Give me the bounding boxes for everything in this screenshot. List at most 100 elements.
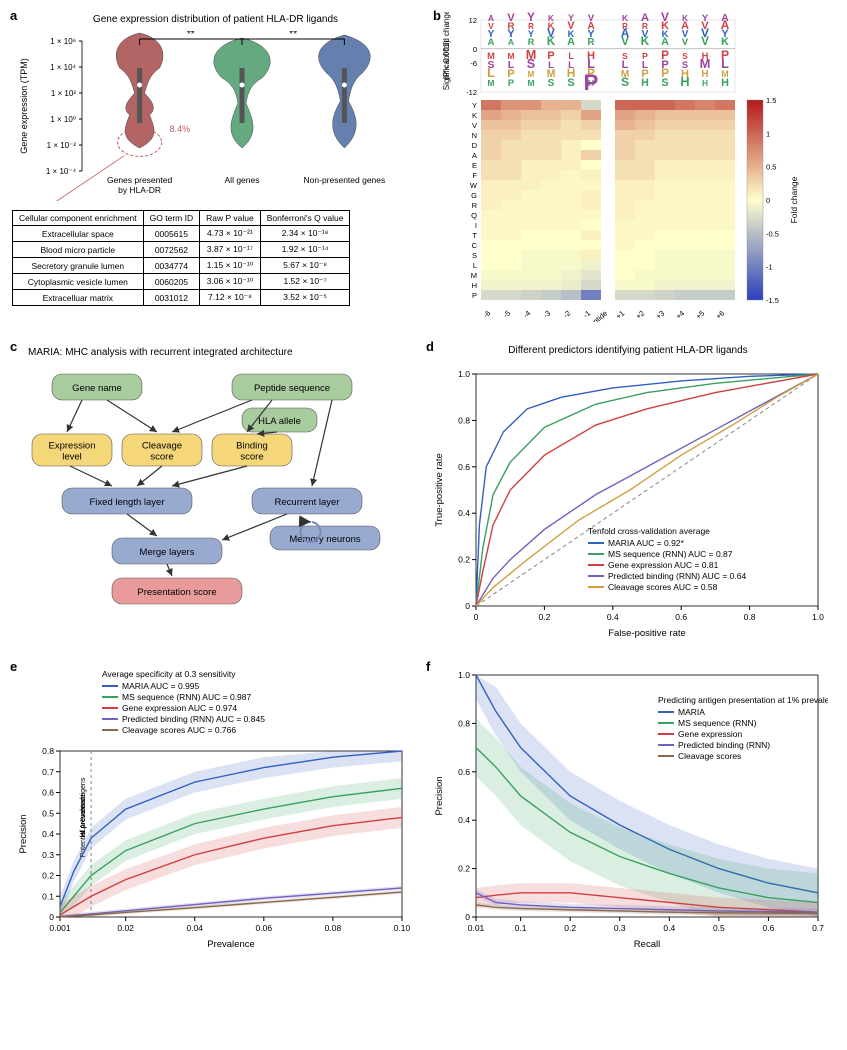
svg-text:8.4%: 8.4% — [170, 124, 191, 134]
svg-text:0.10: 0.10 — [394, 923, 411, 933]
svg-text:Y: Y — [472, 101, 477, 110]
svg-text:0.4: 0.4 — [42, 829, 54, 839]
svg-text:+1: +1 — [614, 309, 626, 321]
svg-text:0: 0 — [49, 912, 54, 922]
svg-text:All genes: All genes — [225, 175, 260, 185]
panel-b-label: b — [433, 8, 441, 23]
svg-text:I: I — [475, 221, 477, 230]
svg-text:1 × 10⁴: 1 × 10⁴ — [50, 63, 76, 72]
svg-text:S: S — [621, 75, 629, 89]
svg-text:0.2: 0.2 — [538, 612, 550, 622]
svg-text:False-positive rate: False-positive rate — [608, 628, 686, 639]
svg-text:1: 1 — [766, 129, 770, 138]
svg-text:Y: Y — [568, 13, 574, 23]
svg-text:**: ** — [187, 31, 195, 40]
svg-text:Cleavage scores AUC = 0.58: Cleavage scores AUC = 0.58 — [608, 582, 718, 592]
svg-text:H: H — [641, 77, 649, 89]
heatmap-plot: 120-6-12AYVAMSLMAYRVMLPPRYRYMSMMKVKKPLMS… — [435, 12, 835, 322]
svg-text:-5: -5 — [501, 309, 512, 320]
svg-text:0.4: 0.4 — [607, 612, 619, 622]
svg-text:-1.5: -1.5 — [766, 296, 779, 305]
svg-text:Cleavage: Cleavage — [142, 441, 182, 452]
panel-f-label: f — [426, 659, 430, 674]
svg-text:0.06: 0.06 — [256, 923, 273, 933]
svg-text:0: 0 — [766, 196, 770, 205]
svg-text:V: V — [661, 12, 669, 24]
svg-text:V: V — [507, 12, 515, 24]
svg-text:F: F — [472, 171, 477, 180]
svg-text:0.6: 0.6 — [42, 788, 54, 798]
svg-text:A: A — [641, 12, 649, 24]
panel-a-label: a — [10, 8, 17, 23]
svg-text:H: H — [702, 78, 708, 88]
svg-text:MS sequence (RNN) AUC = 0.987: MS sequence (RNN) AUC = 0.987 — [122, 692, 251, 702]
svg-text:Merge layers: Merge layers — [140, 547, 195, 558]
svg-text:Y: Y — [527, 12, 535, 24]
svg-text:0: 0 — [465, 601, 470, 611]
svg-text:M: M — [488, 78, 495, 88]
svg-text:K: K — [622, 13, 629, 23]
svg-text:P: P — [508, 78, 514, 88]
svg-text:Cleavage scores AUC = 0.766: Cleavage scores AUC = 0.766 — [122, 725, 236, 735]
svg-text:0.3: 0.3 — [614, 923, 626, 933]
panel-a: a Gene expression distribution of patien… — [12, 12, 419, 325]
svg-text:S: S — [567, 77, 574, 89]
svg-text:Tenfold cross-validation avera: Tenfold cross-validation average — [588, 526, 710, 536]
svg-text:MS sequence (RNN): MS sequence (RNN) — [678, 718, 757, 728]
svg-text:V: V — [472, 121, 477, 130]
svg-text:0.4: 0.4 — [663, 923, 675, 933]
svg-text:Gene expression: Gene expression — [678, 729, 743, 739]
svg-text:A: A — [721, 13, 729, 24]
svg-text:12: 12 — [469, 16, 477, 25]
svg-text:-6: -6 — [470, 59, 477, 68]
svg-text:-6: -6 — [481, 309, 492, 320]
svg-text:Predicted binding (RNN) AUC =: Predicted binding (RNN) AUC = 0.845 — [122, 714, 265, 724]
svg-text:Recurrent layer: Recurrent layer — [275, 497, 340, 508]
svg-text:A: A — [488, 13, 494, 23]
svg-text:0.01: 0.01 — [468, 923, 485, 933]
svg-text:N: N — [472, 131, 477, 140]
svg-text:0.2: 0.2 — [458, 864, 470, 874]
violin-plot: 1 × 10⁻⁴1 × 10⁻²1 × 10⁰1 × 10²1 × 10⁴1 ×… — [12, 31, 412, 201]
svg-text:level: level — [62, 452, 82, 463]
svg-text:**: ** — [289, 31, 297, 40]
svg-text:H: H — [472, 281, 477, 290]
svg-text:H: H — [680, 74, 689, 89]
svg-text:Non-presented genes: Non-presented genes — [304, 175, 386, 185]
panel-c-title: MARIA: MHC analysis with recurrent integ… — [28, 347, 412, 358]
svg-text:P: P — [472, 291, 477, 300]
svg-text:W: W — [470, 181, 478, 190]
svg-text:R: R — [622, 22, 628, 31]
svg-text:K: K — [682, 14, 688, 23]
svg-text:Memory neurons: Memory neurons — [289, 534, 361, 545]
svg-text:Expression: Expression — [49, 441, 96, 452]
svg-text:Presentation score: Presentation score — [137, 587, 216, 598]
svg-text:HLA-II neoantigens: HLA-II neoantigens — [80, 777, 87, 837]
svg-text:P: P — [584, 70, 599, 95]
svg-text:0.6: 0.6 — [763, 923, 775, 933]
svg-text:HLA allele: HLA allele — [258, 416, 301, 427]
svg-text:1 × 10⁻⁴: 1 × 10⁻⁴ — [46, 167, 77, 176]
svg-text:0.8: 0.8 — [42, 746, 54, 756]
svg-text:K: K — [548, 14, 554, 23]
svg-text:0.8: 0.8 — [458, 718, 470, 728]
panel-d-title: Different predictors identifying patient… — [428, 345, 828, 356]
svg-text:Predicted binding (RNN): Predicted binding (RNN) — [678, 740, 770, 750]
svg-text:L: L — [473, 261, 477, 270]
svg-text:-3: -3 — [541, 309, 552, 320]
svg-text:E: E — [472, 161, 477, 170]
svg-text:M: M — [527, 78, 534, 88]
svg-text:0: 0 — [473, 45, 477, 54]
svg-text:G: G — [471, 191, 477, 200]
svg-text:by HLA-DR: by HLA-DR — [118, 185, 161, 195]
svg-text:1.0: 1.0 — [458, 670, 470, 680]
svg-text:Q: Q — [471, 211, 477, 220]
svg-text:Precision: Precision — [18, 814, 29, 853]
svg-text:-2: -2 — [561, 309, 572, 320]
svg-text:0.5: 0.5 — [766, 163, 776, 172]
svg-text:0.1: 0.1 — [515, 923, 527, 933]
svg-text:0.2: 0.2 — [458, 555, 470, 565]
svg-text:0.7: 0.7 — [42, 767, 54, 777]
svg-text:M: M — [471, 271, 477, 280]
svg-text:R: R — [472, 201, 478, 210]
